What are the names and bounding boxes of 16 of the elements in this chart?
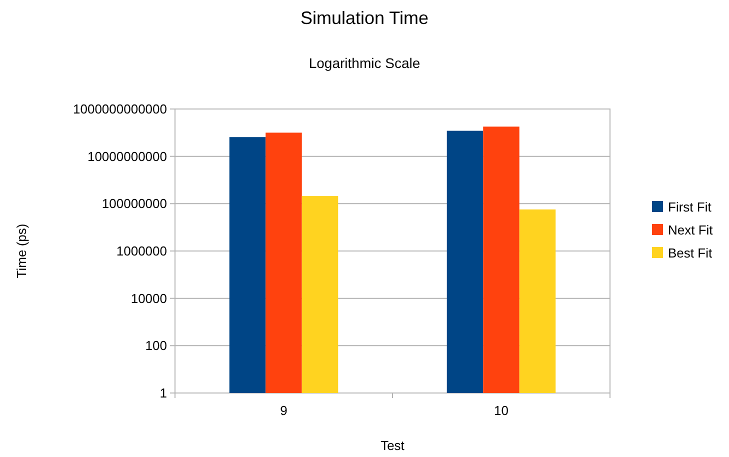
y-tick-label: 100000000 bbox=[102, 196, 167, 212]
y-tick-label: 100 bbox=[145, 338, 167, 354]
y-tick-label: 1000000000000 bbox=[73, 102, 167, 117]
y-tick-label: 1 bbox=[160, 386, 167, 401]
chart-title: Simulation Time bbox=[300, 8, 429, 28]
x-axis-title: Test bbox=[380, 438, 405, 453]
legend-label: First Fit bbox=[668, 200, 712, 215]
x-tick-label: 10 bbox=[494, 403, 508, 418]
y-tick-label: 10000000000 bbox=[87, 148, 167, 164]
legend-label: Next Fit bbox=[668, 222, 714, 238]
y-tick-label: 10000 bbox=[130, 290, 167, 306]
y-axis-title: Time (ps) bbox=[14, 224, 29, 278]
x-tick-label: 9 bbox=[280, 403, 288, 418]
legend-label: Best Fit bbox=[668, 246, 712, 261]
chart-subtitle: Logarithmic Scale bbox=[308, 55, 420, 71]
y-tick-label: 1000000 bbox=[116, 244, 167, 259]
